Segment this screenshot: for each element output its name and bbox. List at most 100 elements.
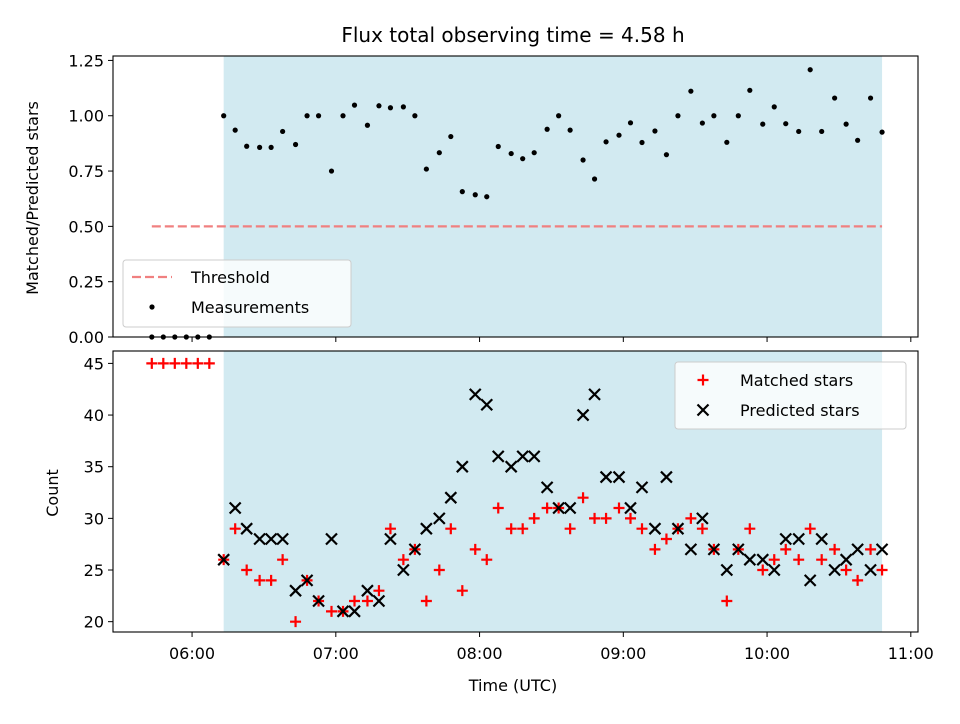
matched-star-point xyxy=(829,543,841,555)
count-axes-frame xyxy=(112,350,919,633)
predicted-star-point xyxy=(336,605,350,618)
measurement-point xyxy=(771,104,777,110)
predicted-star-point xyxy=(420,522,433,535)
matched-star-point xyxy=(744,523,756,535)
measurement-point xyxy=(819,128,825,135)
matched-star-point xyxy=(265,574,277,586)
measurement-point xyxy=(472,192,478,198)
predicted-star-point xyxy=(325,532,338,546)
measurement-point xyxy=(843,121,849,127)
matched-star-point xyxy=(203,357,215,369)
measurement-point xyxy=(663,152,670,158)
measurement-point xyxy=(699,120,705,126)
measurement-point xyxy=(412,113,418,119)
matched-star-point xyxy=(384,523,396,535)
predicted-star-point xyxy=(240,522,253,535)
matched-star-point xyxy=(625,512,636,524)
measurement-point xyxy=(221,113,227,119)
predicted-star-point xyxy=(576,408,590,422)
measurement-point xyxy=(328,168,335,174)
predicted-star-point xyxy=(361,584,374,597)
measurement-point xyxy=(387,105,394,111)
measurement-point xyxy=(484,194,490,200)
matched-star-point xyxy=(816,554,828,566)
measurement-point xyxy=(807,67,813,73)
measurement-point xyxy=(495,143,501,150)
predicted-star-point xyxy=(516,450,529,463)
predicted-star-point xyxy=(264,532,278,546)
ratio-legend: Threshold Measurements xyxy=(122,259,352,328)
ratio-y-tick-label: 1.00 xyxy=(68,107,104,126)
predicted-star-point xyxy=(397,563,410,577)
legend-threshold-label: Threshold xyxy=(190,268,270,287)
measurement-point xyxy=(735,113,741,119)
matched-star-point xyxy=(840,564,852,576)
measurement-point xyxy=(376,103,382,109)
measurement-point xyxy=(544,126,550,132)
count-x-tick-label: 06:00 xyxy=(169,644,215,663)
matched-star-point xyxy=(865,543,877,555)
ratio-y-tick-label: 0.00 xyxy=(68,328,104,347)
predicted-star-point xyxy=(456,460,469,473)
legend-predicted-swatch xyxy=(696,403,710,417)
measurement-point xyxy=(556,113,562,119)
measurement-point xyxy=(580,157,586,163)
measurement-point xyxy=(304,113,310,119)
measurement-point xyxy=(855,137,861,143)
measurement-point xyxy=(832,95,838,101)
predicted-star-point xyxy=(433,512,446,525)
matched-star-point xyxy=(420,595,432,607)
count-y-tick-label: 20 xyxy=(84,613,104,632)
measurement-point xyxy=(364,122,371,128)
matched-star-point xyxy=(768,554,780,566)
predicted-star-point xyxy=(348,605,361,618)
count-y-tick-label: 35 xyxy=(84,458,104,477)
predicted-star-point xyxy=(803,574,817,587)
predicted-star-point xyxy=(228,501,242,515)
chart-title: Flux total observing time = 4.58 h xyxy=(341,23,684,47)
predicted-star-point xyxy=(851,543,864,556)
measurement-point xyxy=(688,88,694,94)
matched-star-point xyxy=(613,502,625,514)
matched-star-point xyxy=(636,523,648,535)
measurement-point xyxy=(867,95,874,101)
legend-measurements-swatch xyxy=(149,304,155,310)
matched-star-point xyxy=(373,585,385,597)
predicted-star-point xyxy=(312,594,325,608)
predicted-star-point xyxy=(635,481,649,494)
measurement-point xyxy=(627,120,634,126)
matched-star-point xyxy=(528,512,540,524)
predicted-star-point xyxy=(660,470,673,484)
matched-star-point xyxy=(277,554,289,566)
measurement-point xyxy=(675,113,681,119)
matched-star-point xyxy=(146,357,158,369)
matched-star-point xyxy=(326,605,337,617)
predicted-star-point xyxy=(684,543,698,556)
matched-star-point xyxy=(241,564,253,576)
matched-star-point xyxy=(600,512,612,524)
measurement-point xyxy=(591,176,598,182)
matched-star-point xyxy=(685,512,697,524)
count-x-tick-label: 07:00 xyxy=(313,644,359,663)
predicted-star-point xyxy=(767,563,781,577)
legend-box xyxy=(674,361,907,430)
predicted-star-point xyxy=(815,532,828,546)
predicted-star-point xyxy=(839,553,853,566)
matched-star-point xyxy=(290,616,302,628)
matched-star-point xyxy=(169,357,181,369)
predicted-star-point xyxy=(289,584,302,597)
predicted-star-point xyxy=(480,398,494,411)
predicted-star-point xyxy=(588,388,601,401)
predicted-star-point xyxy=(707,543,721,556)
measurement-point xyxy=(315,113,322,119)
legend-box xyxy=(122,259,352,328)
predicted-star-point xyxy=(384,532,397,546)
matched-star-point xyxy=(804,523,816,535)
predicted-star-point xyxy=(720,563,734,577)
ratio-panel: 0.00 0.25 0.50 0.75 1.00 1.25 Threshold Measure… xyxy=(68,51,919,347)
ratio-y-tick-label: 1.25 xyxy=(68,51,104,70)
predicted-star-point xyxy=(217,553,230,566)
matched-star-point xyxy=(517,523,529,535)
measurement-point xyxy=(724,139,730,145)
